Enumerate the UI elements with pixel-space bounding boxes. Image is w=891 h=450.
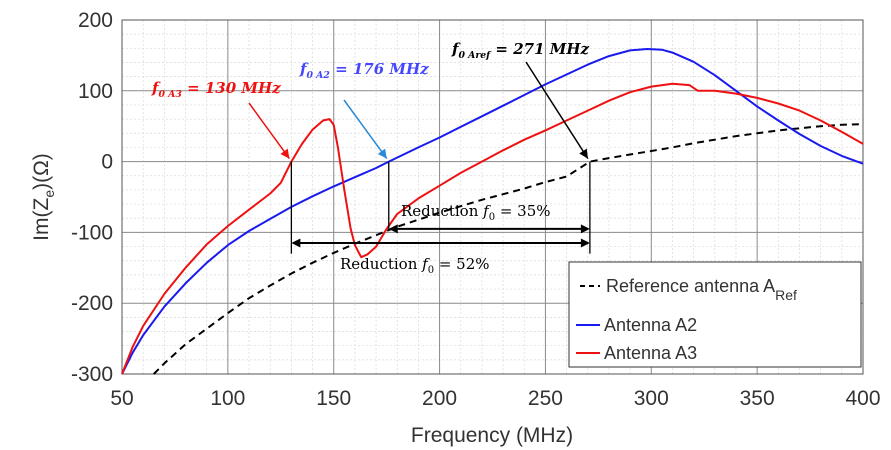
label-f0-a3-value: = 130 MHz <box>182 79 281 97</box>
legend-label-ref: Reference antenna ARef <box>606 276 797 303</box>
legend-label-ref-main: Reference antenna A <box>606 276 775 296</box>
label-reduction-35-value: = 35% <box>495 202 550 220</box>
label-f0-a3: f0 A3 = 130 MHz <box>151 79 281 100</box>
series-line-a2 <box>121 48 864 375</box>
label-reduction-52-sub: 0 <box>428 265 434 276</box>
label-f0-a3-var: f <box>151 79 161 97</box>
x-tick-label: 50 <box>110 387 133 410</box>
x-tick-label: 150 <box>316 387 351 410</box>
y-tick-label: -300 <box>71 363 113 386</box>
x-tick-label: 200 <box>422 387 457 410</box>
reduction-35-arrow-head-left <box>388 224 398 234</box>
x-tick-label: 350 <box>740 387 775 410</box>
plot-frame <box>121 19 864 375</box>
legend-label-a2: Antenna A2 <box>604 315 697 335</box>
pointer-aref-head <box>579 148 588 159</box>
series-line-a3 <box>121 82 864 375</box>
y-axis-label-main: Im(Z <box>30 197 53 240</box>
legend: Reference antenna ARef Antenna A2 Antenn… <box>568 261 862 368</box>
pointer-a3-head <box>280 148 290 159</box>
label-f0-aref-var: f <box>451 40 461 58</box>
label-reduction-35-prefix: Reduction <box>401 202 483 220</box>
label-f0-aref-value: = 271 MHz <box>490 40 589 58</box>
y-axis-label: Im(Ze)(Ω) <box>30 153 57 241</box>
label-reduction-35-var: f <box>482 202 491 220</box>
x-tick-label: 300 <box>634 387 669 410</box>
label-reduction-35-sub: 0 <box>489 212 495 223</box>
y-tick-label: -200 <box>71 292 113 315</box>
legend-label-ref-sub: Ref <box>775 287 797 303</box>
y-axis-label-tail: )(Ω) <box>30 153 53 190</box>
legend-box <box>568 261 862 368</box>
pointer-a3-shaft <box>248 102 290 160</box>
y-tick-label: 200 <box>78 9 113 32</box>
reduction-35-arrow-head-right <box>580 224 590 234</box>
label-f0-a2-sub: 0 A2 <box>306 70 330 81</box>
reduction-52-arrow-head-right <box>580 238 590 248</box>
x-axis-label: Frequency (MHz) <box>411 424 573 447</box>
label-reduction-52-value: = 52% <box>434 255 489 273</box>
label-f0-a2: f0 A2 = 176 MHz <box>299 60 429 81</box>
tick-labels: 50 100 150 200 250 300 350 400 -300 -200 -100 0 100 2… <box>71 9 881 410</box>
legend-label-a3: Antenna A3 <box>604 343 697 363</box>
y-tick-label: 100 <box>78 80 113 103</box>
label-f0-a2-value: = 176 MHz <box>330 60 429 78</box>
label-reduction-52: Reduction f0 = 52% <box>340 255 490 276</box>
label-reduction-52-prefix: Reduction <box>340 255 422 273</box>
label-f0-a2-var: f <box>299 60 309 78</box>
label-reduction-35: Reduction f0 = 35% <box>401 202 551 223</box>
series-line-reference <box>153 123 864 375</box>
y-tick-label: 0 <box>101 151 113 174</box>
y-axis-label-sub: e <box>41 190 57 198</box>
label-f0-aref-sub: 0 Aref <box>458 50 492 61</box>
pointer-a2-shaft <box>343 99 388 160</box>
label-f0-aref: f0 Aref = 271 MHz <box>451 40 590 61</box>
reduction-52-arrow-head-left <box>291 238 301 248</box>
pointer-aref-shaft <box>525 61 589 160</box>
x-tick-label: 400 <box>845 387 880 410</box>
series-lines <box>121 48 864 375</box>
label-reduction-52-var: f <box>421 255 430 273</box>
x-tick-label: 250 <box>528 387 563 410</box>
label-f0-a3-sub: 0 A3 <box>158 89 182 100</box>
pointer-a2-head <box>377 148 387 159</box>
y-tick-label: -100 <box>71 221 113 244</box>
x-tick-label: 100 <box>210 387 245 410</box>
